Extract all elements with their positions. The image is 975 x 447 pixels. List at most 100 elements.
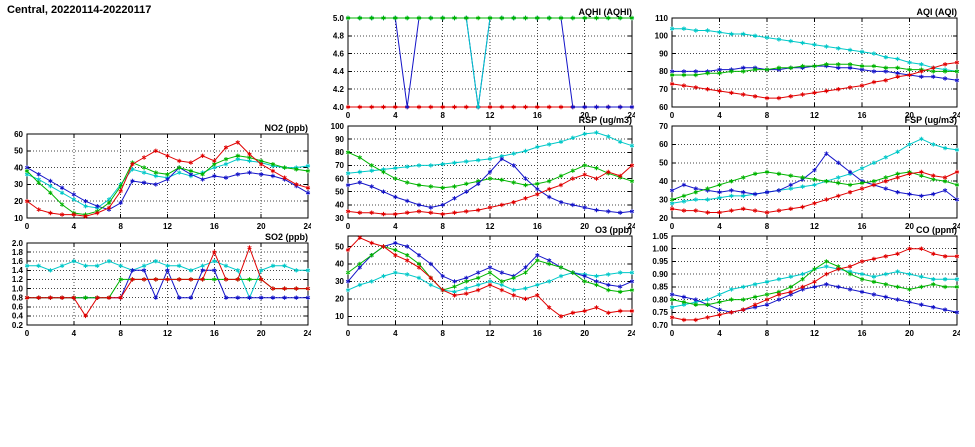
chart-o3: O3 (ppb) 10 20 30 40 50 0 4 8 12 16 20 24 bbox=[322, 223, 635, 340]
chart-aqi: AQI (AQI) 60 70 80 90 100 110 0 4 8 12 16 20 24 bbox=[646, 5, 960, 122]
x-tick-label: 12 bbox=[810, 222, 819, 231]
x-tick-label: 24 bbox=[628, 111, 635, 120]
x-tick-label: 12 bbox=[486, 222, 495, 231]
chart-title-co: CO (ppm) bbox=[916, 225, 957, 235]
y-tick-label: 0.80 bbox=[652, 295, 668, 304]
y-tick-label: 1.2 bbox=[12, 275, 24, 284]
series-markers-green bbox=[669, 62, 960, 78]
y-tick-label: 100 bbox=[331, 122, 345, 131]
x-tick-label: 16 bbox=[858, 329, 867, 338]
x-tick-label: 16 bbox=[533, 222, 542, 231]
y-tick-label: 20 bbox=[659, 214, 668, 223]
x-tick-label: 24 bbox=[304, 329, 311, 338]
y-tick-label: 0.6 bbox=[12, 303, 24, 312]
y-tick-label: 0.2 bbox=[12, 321, 24, 330]
chart-title-rsp: RSP (ug/m3) bbox=[578, 115, 632, 125]
chart-title-so2: SO2 (ppb) bbox=[265, 232, 308, 242]
y-tick-label: 40 bbox=[659, 177, 668, 186]
x-tick-label: 0 bbox=[25, 222, 30, 231]
y-tick-label: 5.0 bbox=[333, 14, 345, 23]
x-tick-label: 8 bbox=[765, 329, 770, 338]
y-tick-label: 50 bbox=[335, 188, 344, 197]
x-tick-label: 20 bbox=[580, 329, 589, 338]
series-markers-red bbox=[669, 169, 960, 215]
y-tick-label: 0.4 bbox=[12, 312, 24, 321]
x-tick-label: 0 bbox=[670, 222, 675, 231]
y-tick-label: 0.90 bbox=[652, 270, 668, 279]
chart-title-o3: O3 (ppb) bbox=[595, 225, 632, 235]
x-tick-label: 12 bbox=[486, 111, 495, 120]
y-tick-label: 70 bbox=[659, 85, 668, 94]
series-markers-blue bbox=[345, 15, 635, 110]
x-tick-label: 4 bbox=[393, 111, 398, 120]
y-tick-label: 20 bbox=[335, 295, 344, 304]
x-tick-label: 12 bbox=[163, 329, 172, 338]
y-tick-label: 1.05 bbox=[652, 232, 668, 241]
y-tick-label: 1.4 bbox=[12, 266, 24, 275]
y-tick-label: 50 bbox=[335, 242, 344, 251]
series-line-red bbox=[27, 246, 308, 317]
y-tick-label: 4.2 bbox=[333, 85, 345, 94]
y-tick-label: 50 bbox=[659, 159, 668, 168]
x-tick-label: 16 bbox=[210, 329, 219, 338]
y-tick-label: 1.00 bbox=[652, 245, 668, 254]
y-tick-label: 30 bbox=[335, 214, 344, 223]
x-tick-label: 16 bbox=[210, 222, 219, 231]
series-markers-red bbox=[669, 246, 960, 323]
x-tick-label: 20 bbox=[905, 222, 914, 231]
y-tick-label: 4.8 bbox=[333, 32, 345, 41]
x-tick-label: 8 bbox=[440, 111, 445, 120]
x-tick-label: 24 bbox=[304, 222, 311, 231]
y-tick-label: 1.0 bbox=[12, 284, 24, 293]
x-tick-label: 16 bbox=[533, 329, 542, 338]
chart-canvas-so2: 0.20.40.60.81.01.21.41.61.82.0 0 4 8 12 16 20 2… bbox=[12, 239, 311, 338]
series-markers-red bbox=[345, 235, 635, 319]
x-tick-label: 12 bbox=[163, 222, 172, 231]
x-tick-label: 8 bbox=[118, 329, 123, 338]
y-tick-label: 60 bbox=[14, 130, 23, 139]
series-markers-blue bbox=[345, 156, 635, 215]
x-tick-label: 24 bbox=[628, 329, 635, 338]
page-title: Central, 20220114-20220117 bbox=[7, 4, 152, 16]
x-tick-label: 4 bbox=[717, 222, 722, 231]
chart-co: CO (ppm) 0.70 0.75 0.80 0.85 0.90 0.95 1.00 1.0… bbox=[646, 223, 960, 340]
x-tick-label: 8 bbox=[765, 111, 770, 120]
y-tick-label: 70 bbox=[335, 161, 344, 170]
x-tick-label: 12 bbox=[810, 329, 819, 338]
series-markers-red bbox=[24, 140, 311, 219]
y-tick-label: 110 bbox=[655, 14, 668, 23]
x-tick-label: 4 bbox=[72, 222, 77, 231]
series-markers-red bbox=[669, 60, 960, 101]
x-tick-label: 4 bbox=[717, 111, 722, 120]
y-tick-label: 30 bbox=[14, 180, 23, 189]
chart-canvas-fsp: 20 30 40 50 60 70 0 4 8 12 16 20 24 bbox=[659, 122, 960, 231]
series-markers-green bbox=[669, 169, 960, 202]
y-tick-label: 40 bbox=[14, 163, 23, 172]
y-tick-label: 0.8 bbox=[12, 293, 24, 302]
y-tick-label: 20 bbox=[14, 197, 23, 206]
y-tick-label: 60 bbox=[335, 174, 344, 183]
x-tick-label: 8 bbox=[765, 222, 770, 231]
x-tick-label: 4 bbox=[72, 329, 77, 338]
x-tick-label: 8 bbox=[118, 222, 123, 231]
chart-title-aqhi: AQHI (AQHI) bbox=[578, 7, 633, 17]
x-tick-label: 8 bbox=[440, 222, 445, 231]
chart-fsp: FSP (ug/m3) 20 30 40 50 60 70 0 4 8 12 16 20 24 bbox=[646, 113, 960, 233]
series-markers-red bbox=[345, 163, 635, 217]
y-tick-label: 70 bbox=[659, 122, 668, 131]
x-tick-label: 12 bbox=[486, 329, 495, 338]
y-tick-label: 30 bbox=[659, 195, 668, 204]
series-markers-cyan bbox=[669, 264, 960, 310]
chart-title-aqi: AQI (AQI) bbox=[916, 7, 958, 17]
chart-title-fsp: FSP (ug/m3) bbox=[904, 115, 957, 125]
y-tick-label: 1.8 bbox=[12, 248, 24, 257]
chart-canvas-rsp: 30 40 50 60 70 80 90 100 0 4 8 12 16 20 24 bbox=[331, 122, 635, 231]
x-tick-label: 8 bbox=[440, 329, 445, 338]
chart-canvas-co: 0.70 0.75 0.80 0.85 0.90 0.95 1.00 1.05 0 4 8 12 16 2… bbox=[652, 232, 960, 338]
y-tick-label: 10 bbox=[14, 214, 23, 223]
x-tick-label: 16 bbox=[533, 111, 542, 120]
y-tick-label: 30 bbox=[335, 277, 344, 286]
y-tick-label: 4.6 bbox=[333, 49, 345, 58]
series-markers-cyan bbox=[345, 15, 635, 110]
chart-rsp: RSP (ug/m3) 30 40 50 60 70 80 90 100 0 4 8 12 16 20 24 bbox=[322, 113, 635, 233]
